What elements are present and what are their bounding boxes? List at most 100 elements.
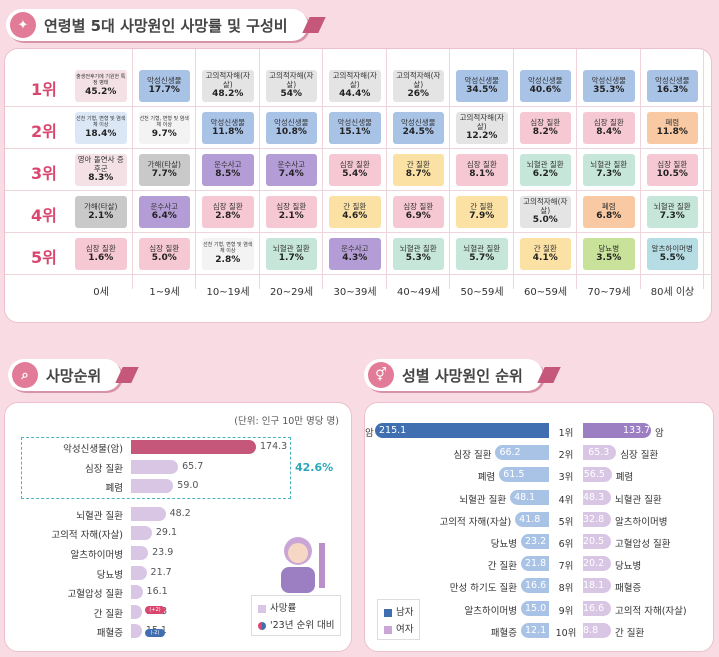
cause-share: 3.5% [596, 253, 622, 264]
rank-title-pill: ⌕ 사망순위 [8, 359, 139, 391]
cause-cell: 운수사고 6.4% [138, 196, 190, 228]
male-value: 21.8 [525, 558, 547, 570]
cause-share: 4.6% [342, 211, 368, 222]
legend-rate: 사망률 [258, 600, 334, 614]
cause-cell: 악성신생물 40.6% [519, 70, 571, 102]
cause-name: 악성신생물 [528, 75, 563, 85]
cause-share: 6.9% [405, 211, 431, 222]
male-value: 48.1 [514, 491, 536, 503]
female-value: 20.2 [583, 558, 605, 570]
cause-name: 뇌혈관 질환 [463, 243, 501, 253]
cause-share: 16.3% [656, 85, 688, 96]
row-divider [5, 148, 713, 149]
rank-number: 9위 [558, 605, 574, 617]
bar [131, 565, 147, 580]
top3-highlight-box [21, 437, 291, 499]
legend-female: 여자 [384, 621, 413, 635]
legend-male-label: 남자 [396, 607, 414, 618]
column-divider [258, 49, 260, 289]
cause-share: 1.6% [88, 253, 114, 264]
cause-cell: 고의적자해(자살) 26% [392, 70, 444, 102]
bar-category-label: 고혈압성 질환 [67, 589, 123, 601]
cause-name: 악성신생물 [591, 75, 627, 85]
cause-cell: 출생전후기에 기원한 특정 병태 45.2% [75, 70, 127, 102]
gender-title-pill: ⚥ 성별 사망원인 순위 [364, 359, 561, 391]
cause-share: 2.1% [88, 211, 114, 222]
cause-name: 영아 돌연사 증후군 [77, 155, 124, 173]
cause-name: 간 질환 [470, 201, 494, 211]
legend-rank: '23년 순위 대비 [258, 617, 334, 631]
bar [131, 459, 179, 474]
female-bar [583, 622, 611, 638]
cause-share: 45.2% [85, 86, 117, 97]
cause-share: 8.7% [405, 169, 431, 180]
male-bar [375, 423, 549, 438]
chart-icon: ✦ [10, 12, 36, 38]
cause-cell: 악성신생물 11.8% [202, 112, 254, 144]
bar-category-label: 알츠하이머병 [70, 550, 123, 561]
top3-percent: 42.6% [295, 461, 334, 474]
title-tail-decoration [115, 367, 139, 383]
cause-name: 운수사고 [277, 159, 306, 169]
cause-name: 고의적자해(자살) [332, 71, 377, 89]
bar-legend: 사망률 '23년 순위 대비 [251, 595, 342, 636]
bar [131, 506, 166, 521]
cause-name: 간 질환 [533, 243, 557, 253]
female-value: 20.5 [583, 536, 605, 547]
female-bar [583, 467, 612, 483]
column-divider [703, 49, 704, 289]
cause-name: 폐렴 [601, 201, 616, 211]
cause-cell: 간 질환 4.1% [519, 238, 571, 270]
row-divider [5, 190, 713, 191]
cause-name: 악성신생물 [147, 75, 182, 85]
cause-cell: 운수사고 7.4% [265, 154, 317, 186]
age-label: 20~29세 [269, 287, 314, 298]
bar-category-label: 패혈증 [96, 628, 123, 640]
cause-share: 11.8% [656, 127, 688, 138]
age-cause-table: 1위 2위 3위 4위 5위 0세 출생전후기에 기원한 특정 병태 45.2% 선천 기형, … [4, 48, 713, 323]
rank-number: 3위 [558, 472, 574, 484]
cause-share: 5.0% [151, 253, 177, 264]
legend-female-label: 여자 [396, 624, 414, 635]
cause-cell: 악성신생물 10.8% [265, 112, 317, 144]
legend-swatch [258, 604, 266, 613]
cause-share: 54% [280, 89, 303, 100]
bar-category-label: 뇌혈관 질환 [76, 510, 123, 522]
cause-cell: 가해(타살) 2.1% [75, 196, 127, 228]
age-label: 40~49세 [396, 287, 441, 298]
bar-category-label: 간 질환 [93, 608, 123, 620]
age-label: 70~79세 [587, 287, 631, 298]
cause-name: 선천 기형, 변형 및 염색체 이상 [76, 116, 126, 128]
column-divider [512, 49, 514, 289]
female-bar [583, 556, 611, 572]
cause-name: 뇌혈관 질환 [590, 159, 628, 169]
age-label: 50~59세 [460, 287, 504, 298]
cause-cell: 심장 질환 2.1% [265, 196, 317, 228]
cause-name: 심장 질환 [466, 159, 497, 169]
cause-cell: 심장 질환 5.4% [329, 154, 381, 186]
cause-name: 고의적자해(자살) [269, 71, 314, 89]
age-label: 1~9세 [149, 287, 180, 298]
cause-share: 34.5% [466, 85, 498, 96]
cause-cell: 간 질환 4.6% [329, 196, 381, 228]
cause-cell: 가해(타살) 7.7% [138, 154, 190, 186]
male-bar [521, 600, 549, 616]
cause-share: 10.8% [275, 127, 307, 138]
male-cause: 심장 질환 [453, 450, 492, 462]
column-divider [576, 49, 577, 289]
bar [131, 440, 256, 454]
cause-share: 7.4% [278, 169, 304, 180]
elderly-illustration [263, 533, 333, 593]
cause-share: 8.1% [469, 169, 495, 180]
row-divider [5, 106, 713, 107]
cause-name: 고의적자해(자살) [205, 71, 250, 89]
cause-cell: 고의적자해(자살) 54% [265, 70, 317, 102]
cause-name: 악성신생물 [210, 117, 246, 127]
cause-cell: 폐렴 11.8% [646, 112, 698, 144]
rank-up-tag: (+2) [145, 606, 165, 614]
cause-share: 48.2% [212, 89, 244, 100]
male-bar [499, 467, 549, 483]
cause-share: 44.4% [339, 89, 371, 100]
age-label: 10~19세 [206, 287, 250, 298]
bar-value: 65.7 [182, 460, 204, 472]
